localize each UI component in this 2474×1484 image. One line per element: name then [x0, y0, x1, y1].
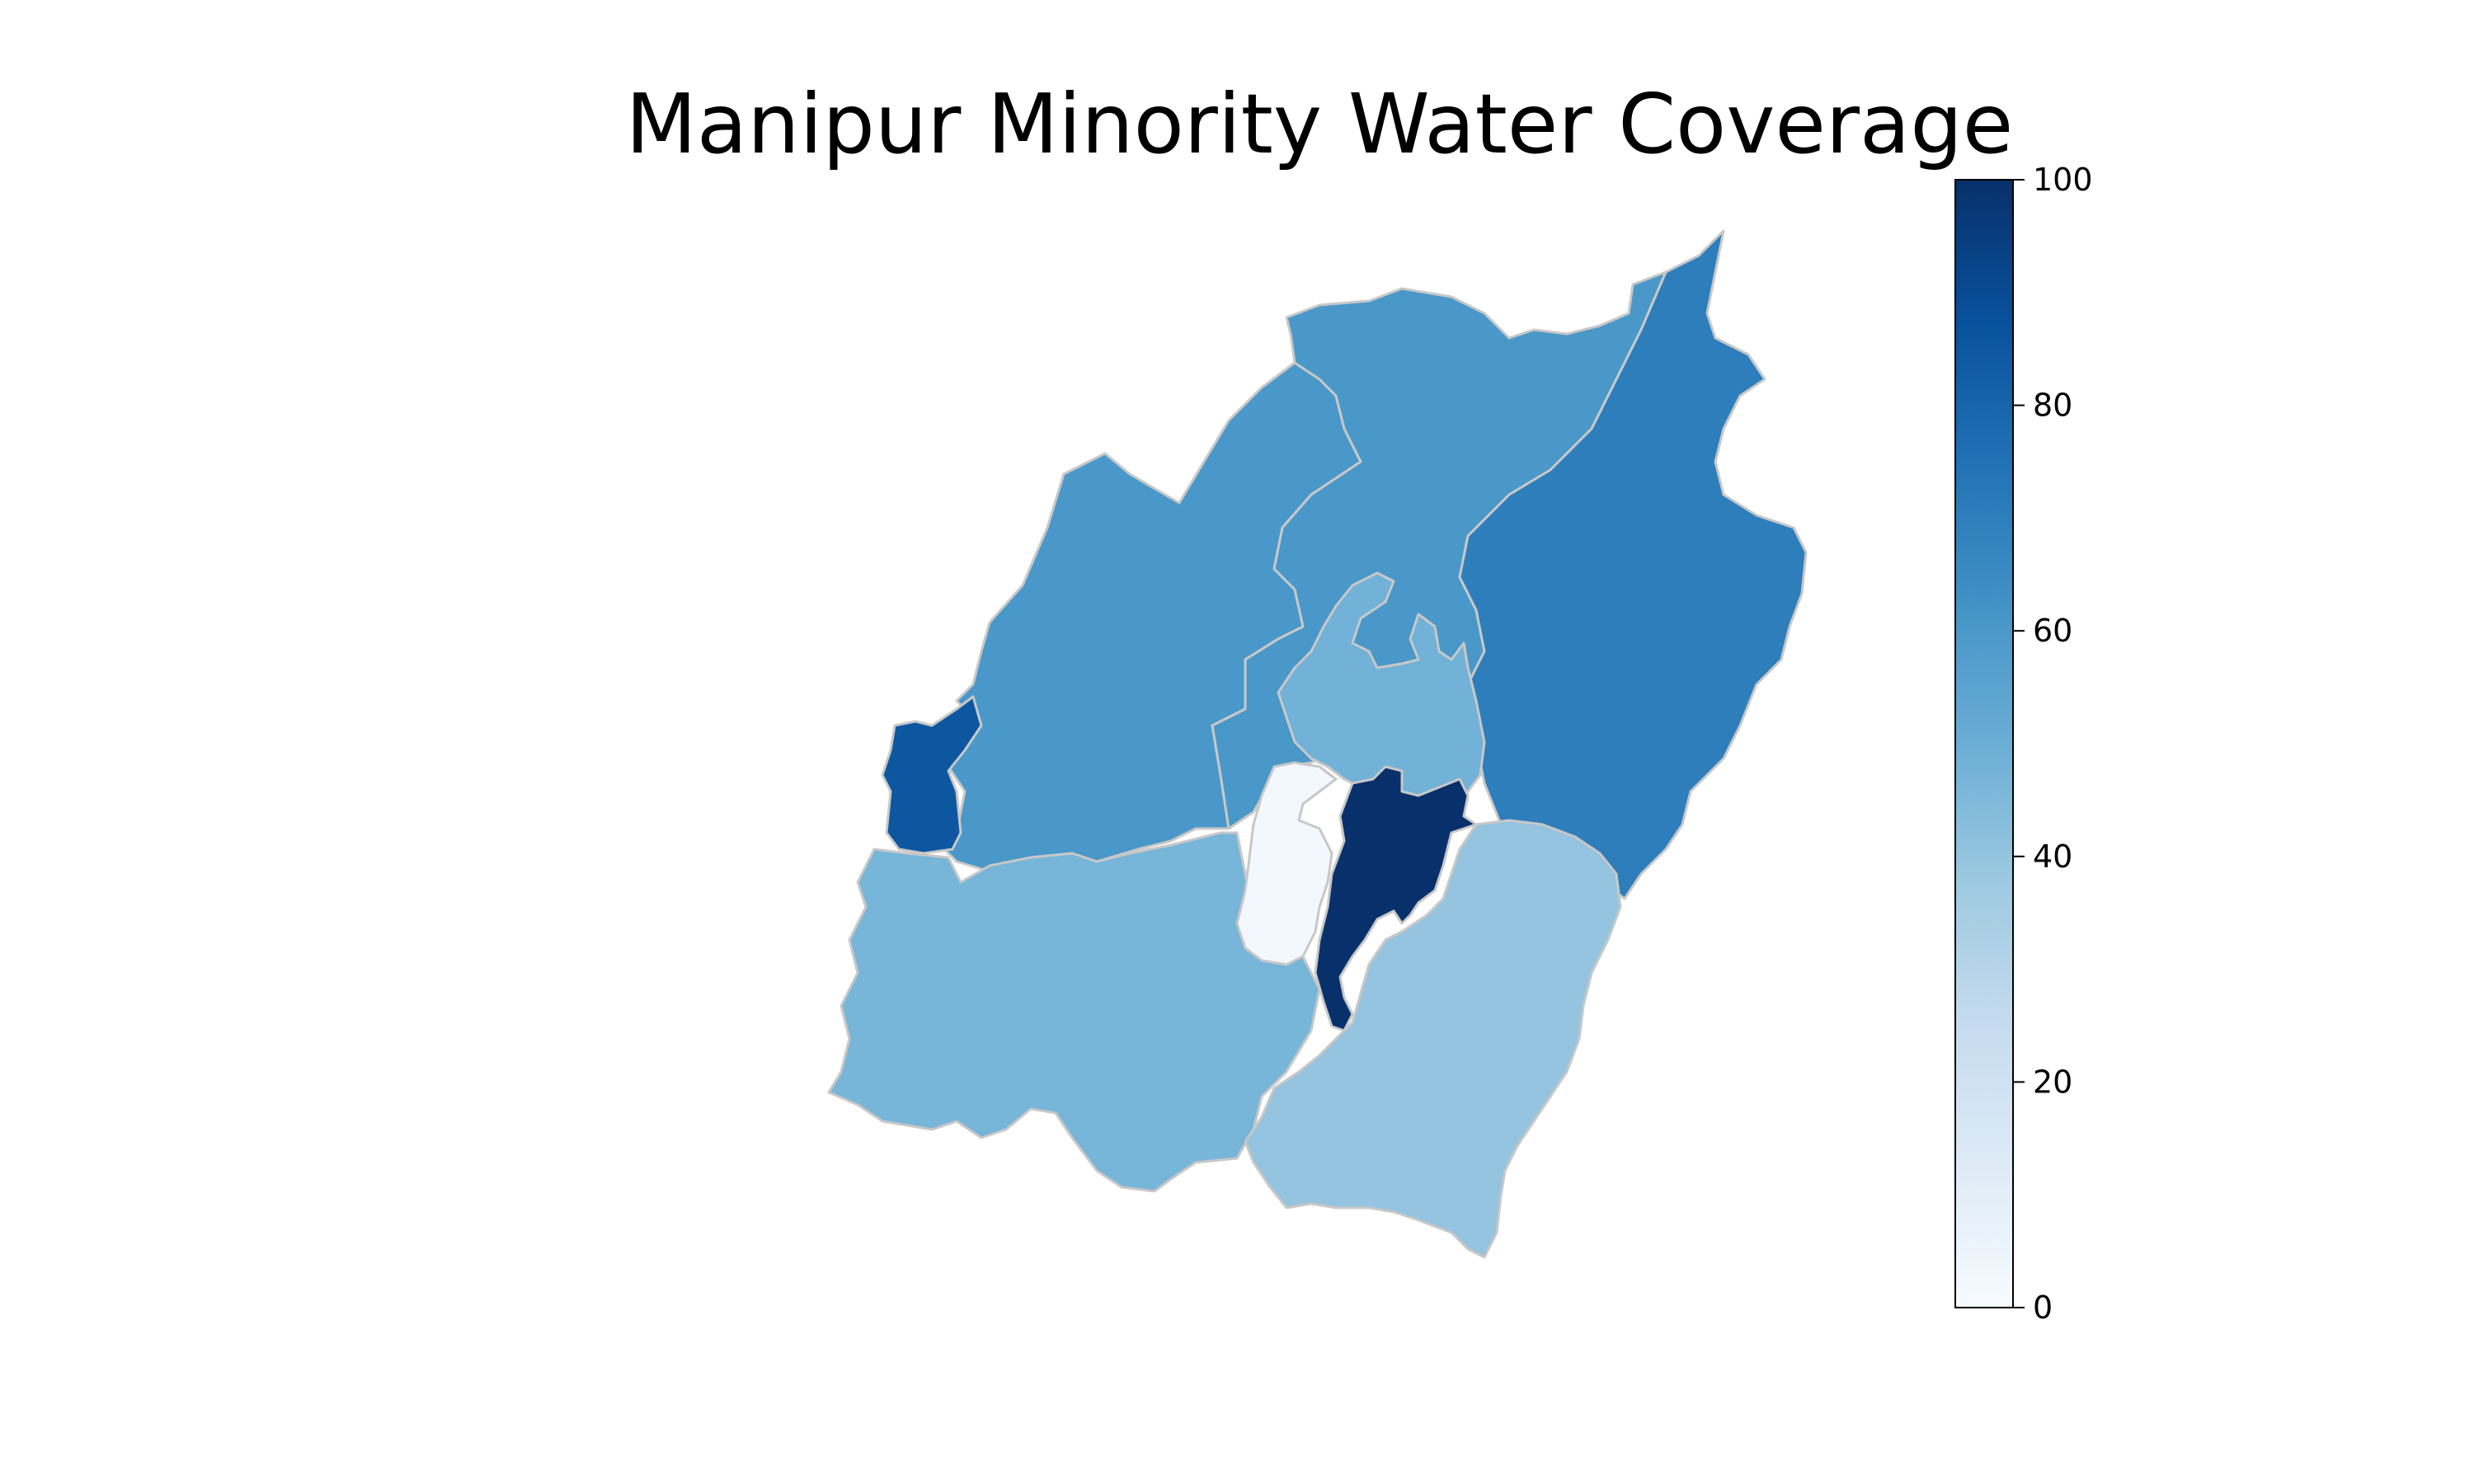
region-south-east[interactable]: [1244, 819, 1622, 1259]
colorbar-tick-label: 40: [2033, 838, 2072, 875]
colorbar-tick-label: 60: [2033, 613, 2072, 649]
colorbar-ticks: 0 20 40 60 80 100: [2013, 162, 2093, 1326]
colorbar-tick-label: 20: [2033, 1064, 2072, 1100]
region-valley-east[interactable]: [1314, 765, 1478, 1032]
map-title: Manipur Minority Water Coverage: [625, 76, 2014, 172]
region-valley-west: [1235, 761, 1338, 966]
region-central[interactable]: [1277, 571, 1486, 818]
region-south-west[interactable]: [827, 831, 1321, 1193]
colorbar-gradient: [1954, 179, 2014, 1308]
colorbar: 0 20 40 60 80 100: [1954, 162, 2093, 1326]
region-west-small[interactable]: [881, 695, 983, 855]
colorbar-tick-label: 100: [2033, 162, 2093, 198]
map-regions: [827, 229, 1808, 1259]
colorbar-tick-label: 80: [2033, 387, 2072, 424]
region-east[interactable]: [1458, 229, 1808, 900]
colorbar-tick-label: 0: [2033, 1289, 2053, 1326]
